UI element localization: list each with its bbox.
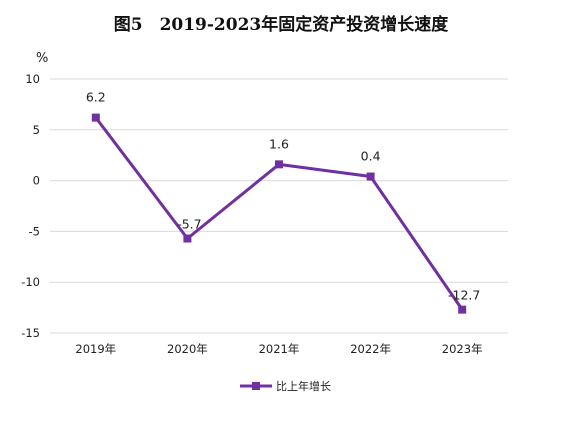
data-point-marker: [275, 160, 283, 169]
data-point-marker: [366, 172, 375, 181]
legend-label: 比上年增长: [276, 379, 331, 393]
legend-marker: [252, 382, 260, 390]
series-line: [91, 113, 467, 314]
x-tick-label: 2021年: [259, 342, 300, 356]
data-point-marker: [183, 234, 192, 243]
data-labels: 6.2 -5.7 1.6 0.4 -12.7: [86, 90, 481, 303]
x-tick-label: 2022年: [350, 342, 391, 356]
y-axis-ticks: 10 5 0 -5 -10 -15: [21, 72, 40, 340]
chart-title: 图5 2019-2023年固定资产投资增长速度: [113, 15, 449, 35]
x-tick-label: 2023年: [442, 342, 483, 356]
x-tick-label: 2020年: [167, 342, 208, 356]
data-label: 1.6: [269, 136, 289, 151]
x-tick-label: 2019年: [75, 342, 116, 356]
data-point-marker: [458, 305, 467, 314]
data-label: -12.7: [448, 288, 480, 303]
y-axis-unit: %: [36, 51, 48, 66]
y-tick-label: -10: [21, 275, 40, 289]
data-label: 6.2: [86, 90, 106, 105]
y-tick-label: 10: [25, 72, 40, 86]
legend: 比上年增长: [240, 379, 331, 393]
y-tick-label: -5: [29, 224, 40, 238]
y-tick-label: 0: [33, 174, 40, 188]
gridlines: [50, 78, 508, 334]
x-axis-ticks: 2019年 2020年 2021年 2022年 2023年: [75, 342, 482, 356]
data-label: 0.4: [361, 149, 381, 164]
y-tick-label: 5: [33, 123, 40, 137]
data-label: -5.7: [177, 217, 201, 232]
y-tick-label: -15: [21, 326, 40, 340]
data-point-marker: [91, 113, 100, 122]
